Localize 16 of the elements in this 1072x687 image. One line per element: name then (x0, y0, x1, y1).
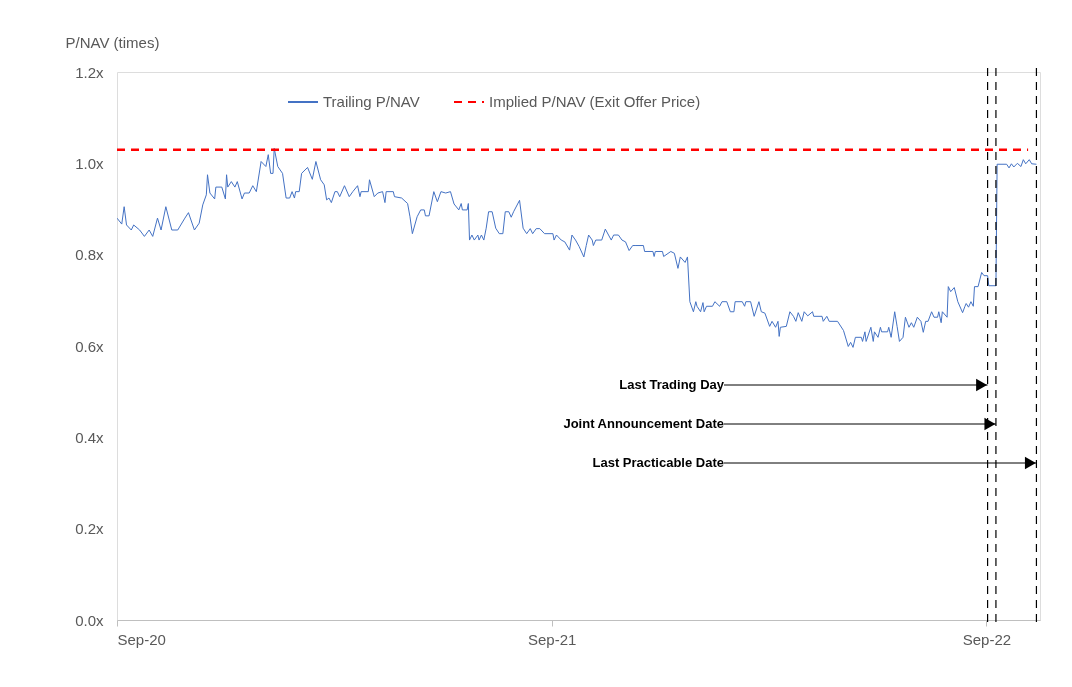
ref-line-label: Joint Announcement Date (563, 416, 724, 431)
x-tick-label: Sep-22 (962, 630, 1012, 648)
legend-label: Trailing P/NAV (323, 93, 420, 110)
ref-line-label: Last Trading Day (619, 377, 725, 392)
x-tick-label: Sep-21 (528, 630, 577, 648)
y-tick-label: 0.2x (75, 520, 104, 538)
x-tick-label: Sep-20 (117, 630, 166, 648)
legend-label: Implied P/NAV (Exit Offer Price) (489, 93, 701, 110)
y-tick-label: 0.4x (75, 428, 104, 446)
y-tick-label: 0.8x (75, 246, 104, 264)
y-tick-label: 0.6x (75, 337, 104, 355)
y-tick-label: 1.0x (75, 154, 104, 172)
y-tick-label: 0.0x (75, 611, 104, 629)
ref-line-label: Last Practicable Date (592, 455, 724, 470)
y-axis-title: P/NAV (times) (65, 33, 160, 51)
y-tick-label: 1.2x (75, 63, 104, 81)
